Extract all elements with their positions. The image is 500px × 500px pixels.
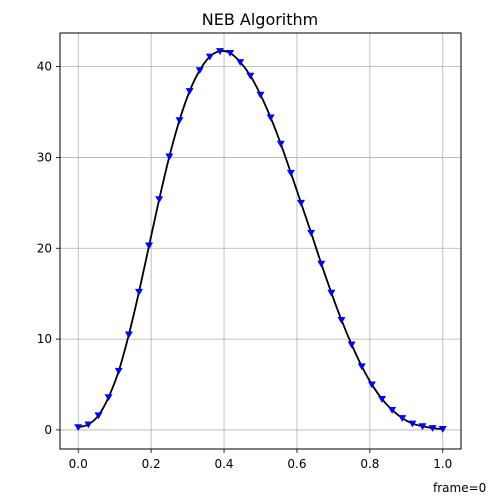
x-tick-label: 0.4 [214, 457, 233, 471]
image-marker [124, 331, 133, 339]
frame-counter-label: frame=0 [433, 481, 486, 495]
image-marker [378, 396, 387, 403]
image-marker [165, 153, 174, 161]
image-marker [226, 49, 235, 57]
x-tick-label: 0.6 [287, 457, 306, 471]
y-tick-label: 0 [44, 423, 52, 437]
image-marker [114, 367, 123, 375]
y-tick-label: 30 [37, 150, 52, 164]
image-marker [215, 48, 224, 55]
image-marker [246, 72, 255, 80]
image-marker [418, 423, 427, 431]
image-marker [307, 229, 316, 237]
chart-title: NEB Algorithm [202, 10, 319, 29]
image-marker [195, 67, 204, 75]
x-tick-label: 0.2 [142, 457, 161, 471]
image-marker [388, 406, 397, 414]
image-marker [317, 260, 326, 268]
y-tick-label: 20 [37, 241, 52, 255]
image-marker [134, 288, 143, 296]
image-marker [205, 53, 214, 61]
plot-area-frame [59, 32, 462, 450]
image-marker [104, 394, 113, 402]
x-axis-ticks: 0.0 0.2 0.4 0.6 0.8 1.0 [69, 449, 452, 471]
image-marker [145, 242, 154, 250]
y-tick-label: 10 [37, 332, 52, 346]
image-marker [155, 196, 164, 204]
image-marker [236, 59, 245, 66]
image-marker [408, 420, 417, 428]
image-marker [84, 421, 93, 429]
image-marker [347, 341, 356, 349]
image-marker [94, 412, 103, 420]
image-marker [438, 426, 447, 433]
image-marker [256, 91, 265, 99]
series-markers [74, 48, 447, 433]
image-marker [327, 289, 336, 297]
x-tick-label: 0.8 [360, 457, 379, 471]
image-marker [297, 199, 306, 207]
image-marker [398, 415, 407, 422]
x-tick-label: 1.0 [433, 457, 452, 471]
image-marker [185, 88, 194, 95]
image-marker [266, 114, 275, 122]
y-axis-ticks: 0 10 20 30 40 [37, 60, 60, 437]
image-marker [428, 425, 437, 432]
x-tick-label: 0.0 [69, 457, 88, 471]
image-marker [357, 363, 366, 371]
y-tick-label: 40 [37, 60, 52, 74]
image-marker [367, 381, 376, 389]
image-marker [175, 117, 184, 124]
image-marker [276, 140, 285, 148]
image-marker [286, 169, 295, 177]
image-marker [74, 424, 83, 432]
image-marker [337, 317, 346, 324]
